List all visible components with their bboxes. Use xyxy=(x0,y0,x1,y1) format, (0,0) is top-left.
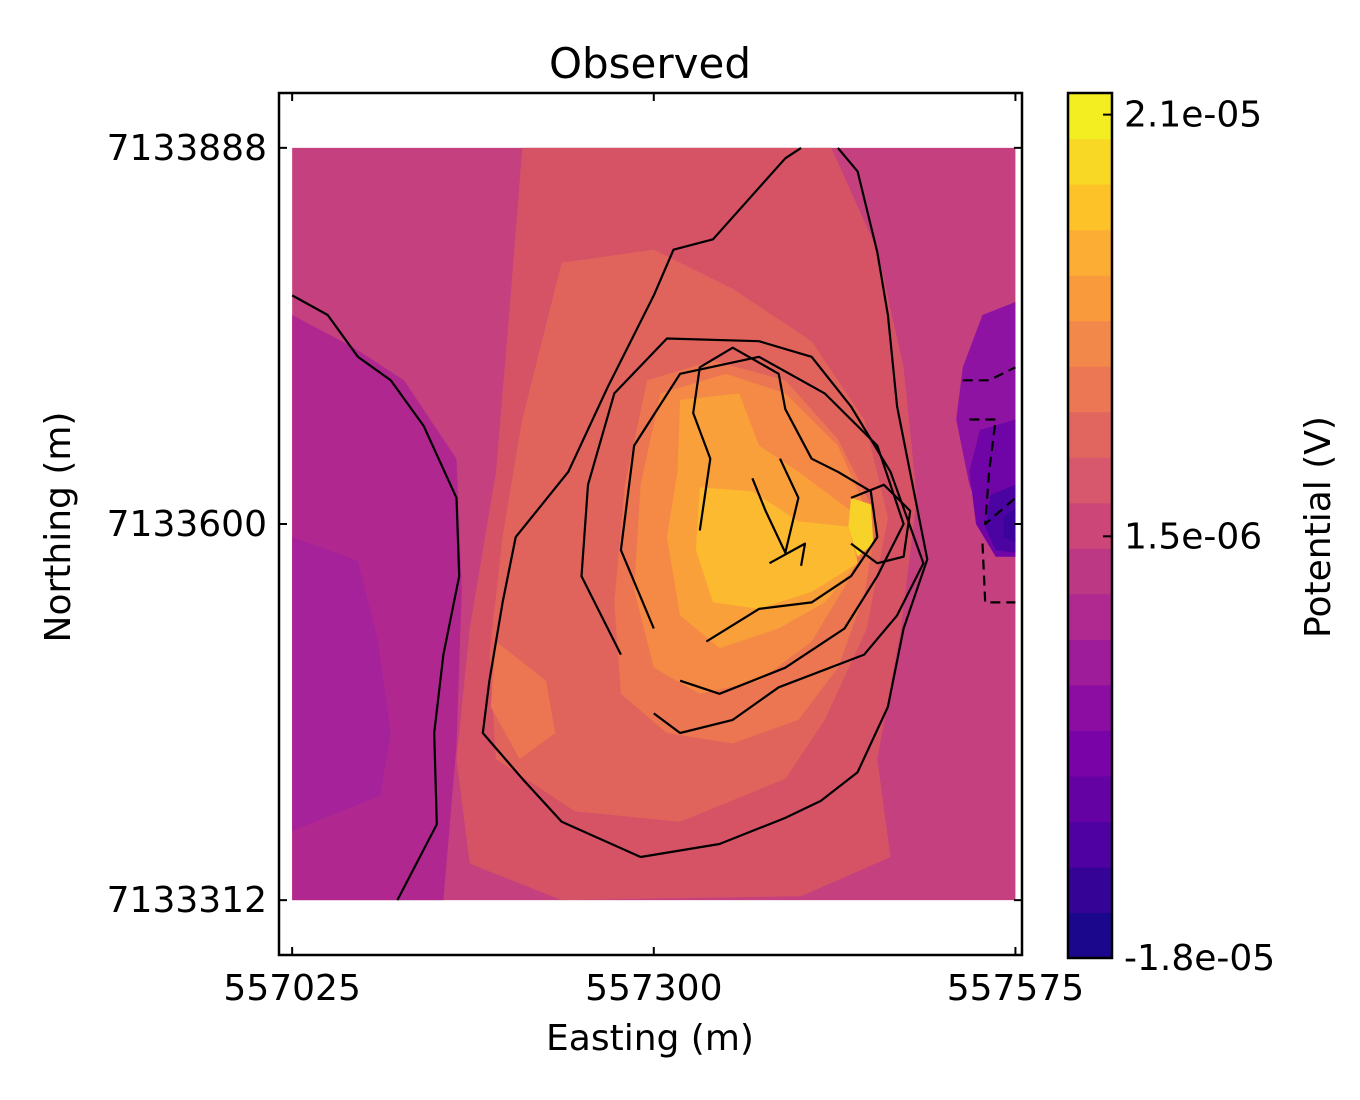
colorbar-tick-label: 2.1e-05 xyxy=(1124,95,1262,136)
x-tick-label: 557025 xyxy=(223,968,360,1009)
plot-area: 557025 557300 557575 7133312 7133600 7133888 xyxy=(107,91,1084,1009)
colorbar-band xyxy=(1068,775,1112,823)
contour-fill-region xyxy=(695,487,858,609)
colorbar-band xyxy=(1068,502,1112,549)
colorbar-band xyxy=(1068,912,1112,959)
x-axis-ticks: 557025 557300 557575 xyxy=(223,93,1084,1009)
potential-field xyxy=(292,147,1016,901)
colorbar-bands xyxy=(1068,93,1112,959)
colorbar-band xyxy=(1068,320,1112,367)
colorbar-band xyxy=(1068,593,1112,640)
colorbar-band xyxy=(1068,93,1112,140)
chart-title: Observed xyxy=(549,39,751,88)
contour-line xyxy=(692,346,879,643)
contour-line xyxy=(291,294,461,901)
colorbar-band xyxy=(1068,411,1112,458)
colorbar-band xyxy=(1068,866,1112,914)
contour-fill-region xyxy=(1003,508,1016,543)
contour-line xyxy=(969,418,1017,526)
contour-fill-region xyxy=(292,537,391,831)
colorbar-band xyxy=(1068,684,1112,731)
contour-line xyxy=(619,355,905,695)
colorbar-band xyxy=(1068,821,1112,868)
x-axis-label: Easting (m) xyxy=(546,1018,754,1059)
contour-lines xyxy=(291,146,1017,901)
contour-line xyxy=(850,483,912,565)
colorbar-tick-label: 1.5e-06 xyxy=(1124,516,1262,557)
colorbar-band xyxy=(1068,366,1112,413)
colorbar-tick-label: -1.8e-05 xyxy=(1124,938,1275,979)
contour-line xyxy=(481,147,929,859)
x-tick-label: 557300 xyxy=(585,968,722,1009)
contour-line xyxy=(768,542,807,566)
colorbar-band xyxy=(1068,639,1112,686)
colorbar-band xyxy=(1068,730,1112,777)
y-tick-label: 7133888 xyxy=(107,128,267,169)
colorbar-band xyxy=(1068,184,1112,231)
contour-line xyxy=(488,146,802,681)
x-tick-label: 557575 xyxy=(947,968,1084,1009)
contour-line xyxy=(962,366,1016,382)
contour-line xyxy=(981,543,1016,604)
colorbar-band xyxy=(1068,229,1112,276)
colorbar: 2.1e-05 1.5e-06 -1.8e-05 Potential (V) xyxy=(1066,91,1339,979)
colorbar-band xyxy=(1068,138,1112,185)
contour-line xyxy=(751,458,800,554)
colorbar-band xyxy=(1068,457,1112,504)
colorbar-band xyxy=(1068,548,1112,595)
contour-fill-region xyxy=(848,497,874,557)
y-tick-label: 7133600 xyxy=(107,504,267,545)
colorbar-frame xyxy=(1066,91,1114,960)
colorbar-ticks: 2.1e-05 1.5e-06 -1.8e-05 xyxy=(1103,95,1275,979)
y-tick-label: 7133312 xyxy=(107,880,267,921)
contour-fill-region xyxy=(490,641,556,760)
colorbar-label: Potential (V) xyxy=(1298,416,1339,638)
y-axis-label: Northing (m) xyxy=(38,412,79,643)
y-axis-ticks: 7133312 7133600 7133888 xyxy=(107,128,1022,921)
colorbar-band xyxy=(1068,275,1112,322)
